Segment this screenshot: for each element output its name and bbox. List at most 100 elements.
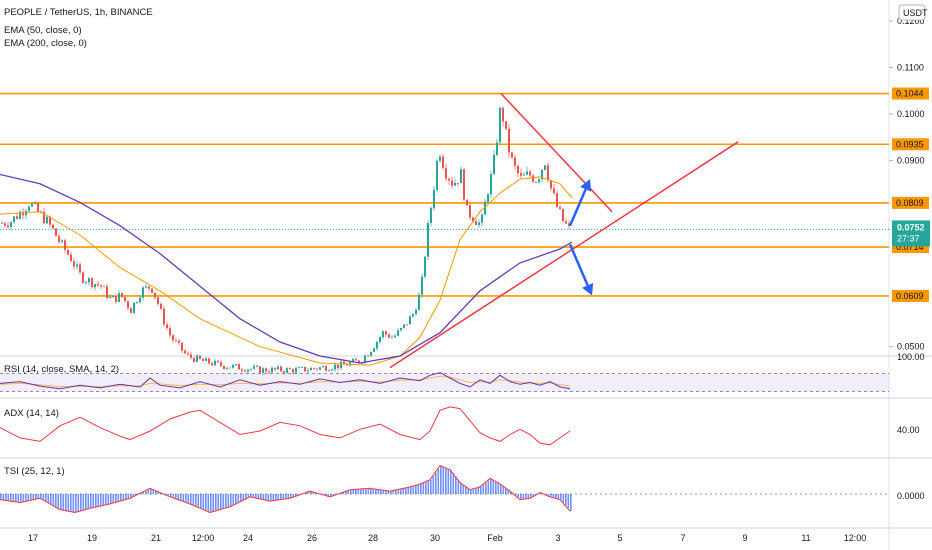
candle-body [370, 351, 372, 356]
tsi-bar [330, 494, 332, 497]
ascending-trendline[interactable] [389, 141, 739, 369]
tsi-bar [282, 494, 285, 500]
tsi-bar [457, 479, 460, 494]
candle-body [511, 152, 513, 158]
arrow-up-shaft[interactable] [568, 188, 587, 227]
tsi-bar [210, 494, 212, 513]
candle-body [283, 371, 285, 373]
tsi-bar [37, 494, 40, 499]
candle-body [124, 296, 126, 302]
candle-body [289, 368, 291, 370]
tsi-bar [47, 494, 50, 503]
candle-body [190, 354, 192, 358]
candle-body [235, 364, 237, 365]
ema200-legend[interactable]: EMA (200, close, 0) [4, 38, 87, 49]
candle-body [175, 340, 177, 342]
trendlines[interactable] [389, 93, 739, 369]
candle-body [184, 350, 186, 354]
candle-body [136, 302, 138, 303]
tsi-bar [67, 494, 70, 512]
candle-body [559, 207, 561, 209]
ema50-legend[interactable]: EMA (50, close, 0) [4, 25, 82, 36]
candle-body [424, 256, 426, 277]
arrow-up-icon[interactable] [580, 179, 592, 192]
tsi-bar [70, 494, 72, 512]
candle-body [49, 216, 51, 225]
tsi-bar [260, 494, 262, 499]
tsi-bar [35, 494, 37, 500]
candle-body [133, 302, 135, 313]
direction-arrows[interactable] [568, 179, 594, 296]
tsi-bar [152, 489, 155, 494]
candle-body [487, 194, 489, 202]
tsi-bar [215, 494, 217, 512]
tsi-bar [307, 492, 310, 494]
candle-body [436, 160, 438, 190]
rsi-legend[interactable]: RSI (14, close, SMA, 14, 2) [4, 364, 119, 375]
currency-button[interactable]: USDT [898, 4, 928, 21]
candle-body [94, 284, 96, 288]
tsi-bar [115, 494, 117, 503]
candle-body [277, 366, 279, 370]
tsi-bar [130, 494, 132, 499]
candle-body [337, 364, 339, 369]
candle-body [262, 368, 264, 373]
rsi-axis-label: 100.00 [897, 352, 925, 362]
currency-label[interactable]: USDT [903, 8, 928, 18]
tsi-bar [32, 494, 35, 500]
tsi-bar [550, 494, 552, 497]
candle-body [223, 365, 225, 369]
tsi-bar [482, 484, 485, 494]
tsi-bar [217, 494, 220, 511]
level-tag-value: 0.0809 [896, 198, 924, 208]
candle-body [460, 169, 462, 184]
candle-body [445, 168, 447, 179]
candle-body [73, 261, 75, 267]
tsi-bar [117, 494, 120, 502]
horizontal-levels[interactable] [0, 92, 889, 297]
tsi-bar [387, 490, 390, 494]
tsi-axis-label: 0.0000 [897, 491, 925, 501]
candle-body [328, 370, 330, 372]
candle-body [172, 335, 174, 341]
time-tick-label: Feb [487, 533, 503, 543]
tsi-bar [190, 494, 192, 504]
candle-body [427, 223, 429, 257]
tsi-bar [532, 494, 535, 497]
tsi-bar [55, 494, 57, 507]
symbol-title: PEOPLE / TetherUS, 1h, BINANCE [4, 7, 153, 18]
adx-legend[interactable]: ADX (14, 14) [4, 408, 59, 419]
rsi-band [0, 373, 889, 392]
candle-body [463, 169, 465, 200]
candle-body [508, 128, 510, 153]
tsi-bar [40, 494, 42, 499]
tsi-bar [310, 491, 312, 494]
candle-body [403, 324, 405, 328]
candle-body [79, 264, 81, 273]
arrow-down-icon[interactable] [582, 283, 594, 296]
arrow-down-shaft[interactable] [568, 243, 589, 286]
tsi-bar [157, 491, 160, 494]
candle-body [547, 165, 549, 181]
tsi-bar [170, 494, 172, 497]
tsi-legend[interactable]: TSI (25, 12, 1) [4, 466, 65, 477]
candle-body [286, 368, 288, 373]
candle-body [151, 288, 153, 293]
tsi-bar [410, 486, 412, 494]
candle-body [349, 362, 351, 366]
tsi-bar [187, 494, 190, 504]
candle-body [70, 254, 72, 262]
tsi-bar [345, 491, 347, 494]
descending-trendline[interactable] [500, 93, 613, 213]
tsi-bar [80, 494, 82, 512]
candle-body [412, 314, 414, 317]
candle-body [187, 353, 189, 355]
time-tick-label: 24 [243, 533, 253, 543]
candle-body [112, 295, 114, 298]
time-tick-label: 9 [742, 533, 747, 543]
tsi-bar [102, 494, 105, 506]
tsi-histogram [0, 465, 572, 513]
tsi-bar [407, 487, 410, 494]
